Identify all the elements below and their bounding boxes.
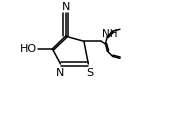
Text: HO: HO (20, 44, 37, 54)
Text: N: N (61, 2, 70, 12)
Text: NH: NH (102, 29, 117, 39)
Text: N: N (56, 68, 64, 78)
Text: S: S (86, 68, 93, 78)
